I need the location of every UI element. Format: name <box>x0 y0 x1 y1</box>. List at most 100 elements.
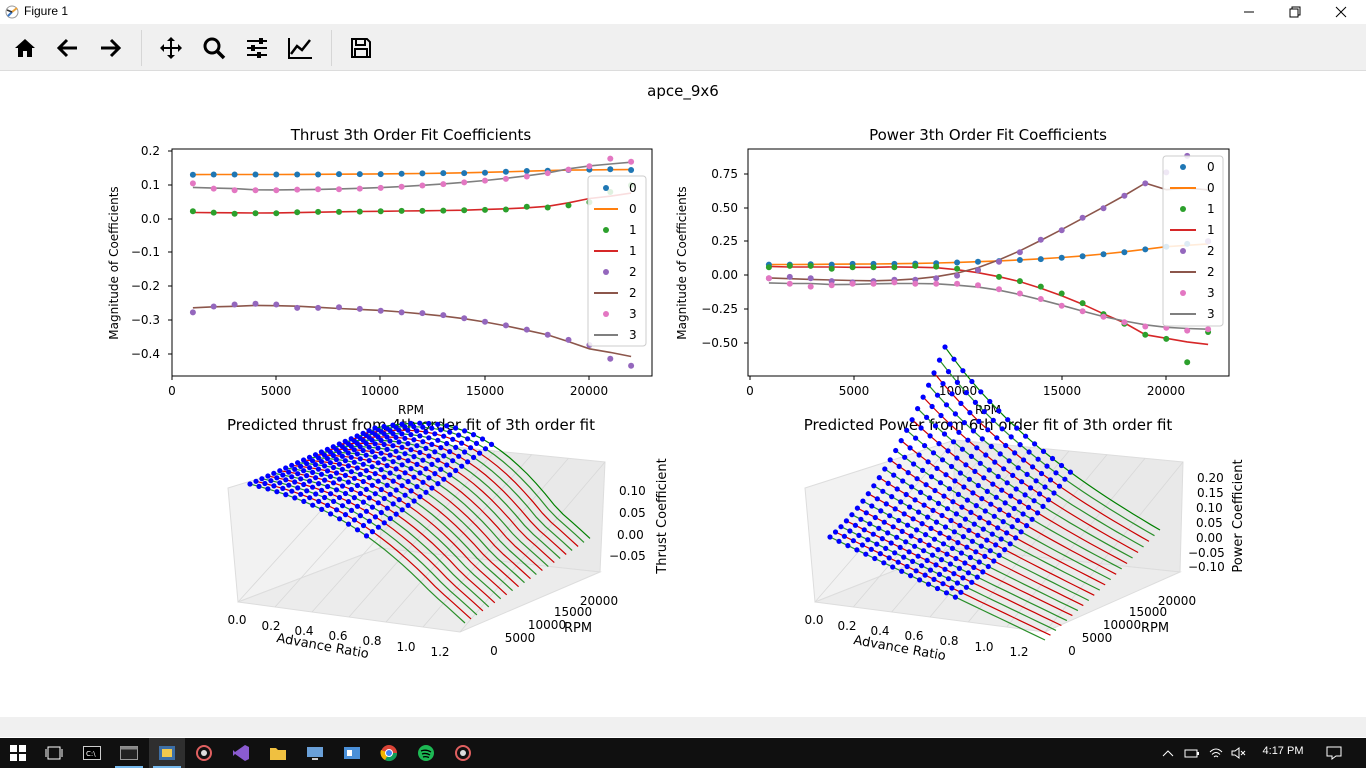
surface-point <box>330 480 337 486</box>
close-button[interactable] <box>1318 0 1364 24</box>
start-button[interactable] <box>0 738 36 768</box>
surface-point <box>1024 523 1030 529</box>
data-point-series-1 <box>1142 331 1149 338</box>
taskbar-app[interactable] <box>223 738 259 768</box>
volume-button[interactable] <box>1228 738 1248 768</box>
surface-point <box>479 436 486 442</box>
surface-point <box>876 525 882 531</box>
taskbar-app[interactable] <box>186 738 222 768</box>
battery-icon <box>1184 749 1199 758</box>
battery-button[interactable] <box>1182 738 1202 768</box>
surface-point <box>295 460 301 466</box>
back-button[interactable] <box>52 32 84 64</box>
power-coeff-ylabel: Magnitude of Coefficients <box>675 186 689 339</box>
taskbar-app[interactable]: C:\ <box>74 738 110 768</box>
x-tick-label: 1.0 <box>974 640 993 654</box>
surface-point <box>1009 524 1015 530</box>
surface-point <box>471 454 477 460</box>
show-hidden-icons-button[interactable] <box>1158 738 1178 768</box>
thrust-coeff-plot: Thrust 3th Order Fit Coefficients 0 5000… <box>107 126 653 417</box>
surface-point <box>298 476 304 482</box>
data-point-series-3 <box>1100 313 1107 320</box>
data-point-series-2 <box>1016 249 1023 256</box>
data-point-series-1 <box>482 206 488 213</box>
edit-axis-button[interactable] <box>284 32 316 64</box>
surface-point <box>849 512 855 518</box>
minimize-button[interactable] <box>1226 0 1272 24</box>
y-tick-label: −0.2 <box>131 279 160 293</box>
surface-point <box>852 522 859 528</box>
surface-point <box>319 487 325 493</box>
y-tick-label: 0.1 <box>141 178 160 192</box>
y-tick-label: 0 <box>1068 644 1076 658</box>
surface-point <box>901 554 907 560</box>
data-point-series-0 <box>294 171 301 178</box>
power-3d-zticks: 0.20 0.15 0.10 0.05 0.00 −0.05 −0.10 <box>1188 471 1225 574</box>
surface-point <box>399 421 405 427</box>
task-view-button[interactable] <box>36 738 72 768</box>
taskbar-app[interactable] <box>297 738 333 768</box>
surface-point <box>988 443 994 450</box>
surface-point <box>289 462 295 468</box>
data-point-series-1 <box>461 207 468 214</box>
surface-point <box>962 560 968 566</box>
surface-point <box>378 486 384 493</box>
legend-label: 2 <box>1207 265 1215 279</box>
surface-point <box>968 453 975 459</box>
taskbar-app[interactable] <box>149 738 185 768</box>
zoom-button[interactable] <box>198 32 230 64</box>
data-point-series-3 <box>398 183 405 190</box>
surface-point <box>366 428 372 434</box>
data-point-series-2 <box>1100 205 1107 212</box>
thrust-coeff-xlabel: RPM <box>398 403 424 417</box>
restore-button[interactable] <box>1272 0 1318 24</box>
pan-button[interactable] <box>155 32 187 64</box>
taskbar-app[interactable] <box>334 738 370 768</box>
data-point-series-0 <box>189 171 196 178</box>
surface-point <box>459 440 465 446</box>
surface-point <box>342 438 348 444</box>
surface-point <box>889 494 895 500</box>
y-tick-label: 0.25 <box>711 234 738 248</box>
surface-point <box>965 570 972 576</box>
taskbar-clock[interactable]: 4:17 PM <box>1262 745 1304 757</box>
surface-point <box>414 461 420 467</box>
action-center-button[interactable] <box>1322 738 1346 768</box>
surface-point <box>324 455 330 462</box>
surface-point <box>937 530 943 536</box>
data-point-series-0 <box>461 170 468 177</box>
taskbar-app[interactable] <box>445 738 481 768</box>
taskbar-app[interactable] <box>260 738 296 768</box>
wifi-button[interactable] <box>1206 738 1226 768</box>
figure-canvas[interactable]: apce_9x6 Thrust 3th Order Fit Coefficien… <box>0 71 1366 717</box>
surface-point <box>1008 493 1014 499</box>
taskbar-app[interactable] <box>371 738 407 768</box>
taskbar-app[interactable] <box>408 738 444 768</box>
surface-point <box>399 444 405 450</box>
data-point-series-0 <box>1016 257 1023 263</box>
data-point-series-3 <box>1016 290 1023 297</box>
surface-point <box>372 471 378 477</box>
surface-point <box>357 513 363 519</box>
data-point-series-3 <box>419 182 426 189</box>
taskbar-app[interactable] <box>111 738 147 768</box>
data-point-series-1 <box>210 209 217 216</box>
grid-line <box>1044 461 1184 633</box>
surface-point <box>306 454 313 460</box>
legend-label: 1 <box>1207 202 1215 216</box>
surface-point <box>845 543 851 549</box>
surface-point <box>354 482 360 489</box>
power-3d-zlabel: Power Coefficient <box>1231 459 1246 572</box>
forward-button[interactable] <box>94 32 126 64</box>
surface-point <box>333 456 339 463</box>
surface-point <box>1019 479 1025 485</box>
save-button[interactable] <box>345 32 377 64</box>
surface-point <box>468 445 474 451</box>
surface-point <box>909 484 915 490</box>
power-coeff-axes-frame <box>747 148 1230 377</box>
home-button[interactable] <box>9 32 41 64</box>
configure-subplots-button[interactable] <box>241 32 273 64</box>
task-view-icon <box>45 746 63 760</box>
surface-point <box>943 590 950 596</box>
surface-point <box>951 529 958 535</box>
